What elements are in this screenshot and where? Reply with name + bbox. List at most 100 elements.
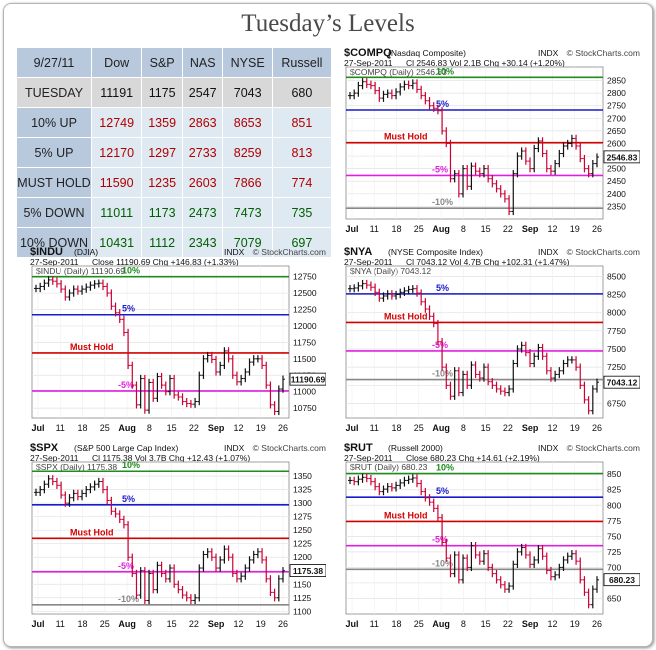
x-tick-label: 11 — [56, 423, 65, 433]
chart-brand: © StockCharts.com — [567, 443, 640, 453]
y-tick-label: 2500 — [607, 164, 626, 174]
y-tick-label: 6750 — [607, 398, 626, 408]
level-label: 10% — [122, 460, 140, 470]
table-cell: 12749 — [90, 107, 143, 138]
table-cell: 2547 — [181, 77, 224, 108]
rut-chart: $RUT (Russell 2000) INDX © StockCharts.com 2… — [344, 442, 640, 630]
table-cell: 12170 — [90, 137, 143, 168]
y-tick-label: 1225 — [293, 539, 312, 549]
x-tick-label: Aug — [432, 619, 450, 629]
table-cell: 10431 — [90, 227, 143, 258]
x-tick-label: 26 — [592, 423, 602, 433]
y-tick-label: 825 — [607, 485, 621, 495]
level-label: Must Hold — [384, 132, 428, 142]
chart-brand: © StockCharts.com — [567, 247, 640, 257]
y-tick-label: 2450 — [607, 176, 626, 186]
level-label: -5% — [432, 164, 448, 174]
y-tick-label: 2850 — [607, 76, 626, 86]
x-tick-label: 12 — [547, 423, 557, 433]
chart-stats: Close 11190.69 Chg +146.83 (+1.33%) — [92, 257, 239, 267]
chart-brand: © StockCharts.com — [253, 443, 326, 453]
y-tick-label: 12750 — [293, 272, 317, 282]
last-value-box — [289, 372, 326, 386]
chart-symbol: $SPX — [30, 442, 59, 454]
y-tick-label: 2400 — [607, 189, 626, 199]
indu-svg: $INDU (DJIA) INDX © StockCharts.com 27-Sep-2… — [30, 246, 326, 433]
x-tick-label: Sep — [522, 224, 539, 234]
plot-frame — [345, 461, 604, 615]
level-label: Must Hold — [384, 510, 428, 520]
table-row: 5% UP 12170 1297 2733 8259 813 — [16, 137, 333, 168]
y-tick-label: 700 — [607, 562, 621, 572]
y-tick-label: 2650 — [607, 126, 626, 136]
table-cell: 851 — [271, 107, 333, 138]
level-label: -10% — [432, 197, 453, 207]
chart-index-name: (Nasdaq Composite) — [388, 48, 466, 58]
x-tick-label: 26 — [278, 619, 288, 629]
x-tick-label: 19 — [570, 224, 580, 234]
last-value-box — [603, 150, 640, 164]
table-cell: 8259 — [222, 137, 273, 168]
y-tick-label: 1300 — [293, 498, 312, 508]
y-tick-label: 2800 — [607, 88, 626, 98]
table-cell: 1359 — [141, 107, 183, 138]
chart-exchange: INDX — [224, 247, 245, 257]
last-value-box — [603, 573, 640, 587]
x-tick-label: Jul — [345, 619, 358, 629]
y-tick-label: 850 — [607, 469, 621, 479]
x-tick-label: 15 — [481, 224, 491, 234]
plot-frame — [345, 265, 604, 419]
x-tick-label: 11 — [56, 619, 65, 629]
x-tick-label: 22 — [503, 224, 513, 234]
row-label: TUESDAY — [16, 77, 92, 108]
level-label: Must Hold — [70, 527, 114, 537]
x-tick-label: Aug — [432, 423, 450, 433]
y-tick-label: 1275 — [293, 512, 312, 522]
x-tick-label: 8 — [461, 423, 466, 433]
x-tick-label: Aug — [118, 423, 136, 433]
table-cell: 735 — [271, 197, 333, 228]
y-tick-label: 2750 — [607, 101, 626, 111]
spx-chart: $SPX (S&P 500 Large Cap Index) INDX © Stock… — [30, 442, 326, 630]
table-cell: 7043 — [222, 77, 273, 108]
x-tick-label: 18 — [78, 619, 88, 629]
table-cell: 2733 — [181, 137, 224, 168]
chart-stats: Cl 7043.12 Vol 4.7B Chg +102.31 (+1.47%) — [406, 257, 570, 267]
indu-chart: $INDU (DJIA) INDX © StockCharts.com 27-Sep-2… — [30, 246, 326, 434]
last-value-box — [289, 564, 326, 577]
x-tick-label: 11 — [370, 619, 379, 629]
level-label: 10% — [122, 266, 140, 276]
chart-legend: $INDU (Daily) 11190.69 — [36, 266, 125, 276]
row-label: 10% UP — [16, 107, 92, 138]
levels-table: 9/27/11 Dow S&P NAS NYSE Russell TUESDAY… — [16, 47, 333, 258]
y-tick-label: 8000 — [607, 308, 626, 318]
chart-exchange: INDX — [538, 443, 559, 453]
y-tick-label: 725 — [607, 547, 621, 557]
chart-exchange: INDX — [224, 443, 245, 453]
y-tick-label: 1350 — [293, 471, 312, 481]
table-cell: 813 — [271, 137, 333, 168]
table-cell: 1297 — [141, 137, 183, 168]
level-label: -5% — [118, 380, 134, 390]
rut-svg: $RUT (Russell 2000) INDX © StockCharts.com 2… — [344, 442, 640, 629]
x-tick-label: 19 — [570, 619, 580, 629]
chart-legend: $SPX (Daily) 1175.38 — [36, 462, 117, 472]
y-tick-label: 12500 — [293, 288, 317, 298]
y-tick-label: 7750 — [607, 326, 626, 336]
last-value-box — [603, 375, 640, 389]
table-row: 10% DOWN 10431 1112 2343 7079 697 — [16, 227, 333, 258]
level-label: 5% — [436, 283, 449, 293]
x-tick-label: 19 — [256, 423, 266, 433]
russell-header: Russell — [271, 47, 333, 78]
last-value-label: 680.23 — [609, 575, 635, 585]
y-tick-label: 7500 — [607, 344, 626, 354]
compq-chart: $COMPQ (Nasdaq Composite) INDX © StockChart… — [344, 47, 640, 235]
y-tick-label: 750 — [607, 531, 621, 541]
x-tick-label: Sep — [208, 423, 225, 433]
x-tick-label: 22 — [503, 619, 513, 629]
x-tick-label: 19 — [256, 619, 266, 629]
y-tick-label: 8250 — [607, 290, 626, 300]
level-label: 5% — [436, 486, 449, 496]
y-tick-label: 1325 — [293, 485, 312, 495]
chart-stats: Cl 2546.83 Vol 2.1B Chg +30.14 (+1.20%) — [406, 58, 565, 68]
